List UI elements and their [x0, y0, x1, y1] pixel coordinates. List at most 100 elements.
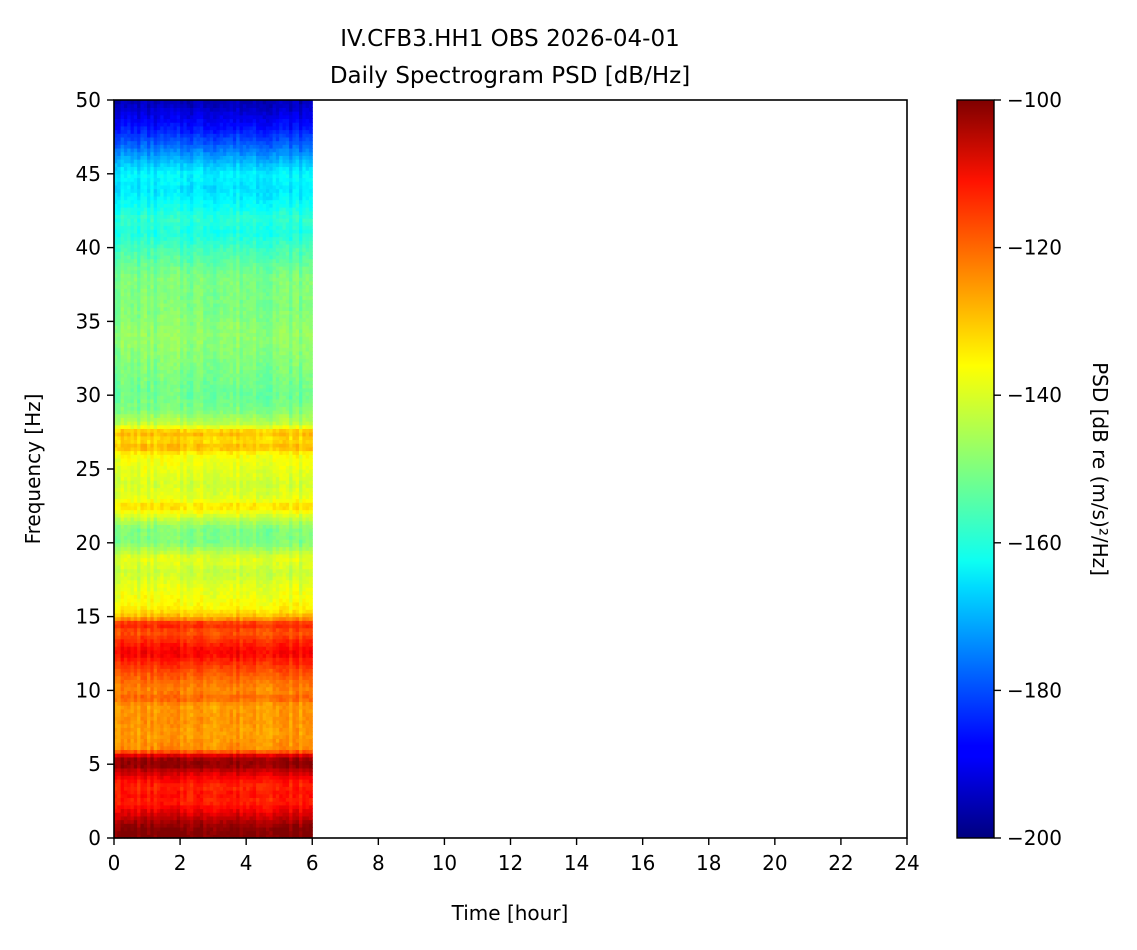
heatmap-cell — [166, 590, 171, 596]
heatmap-cell — [156, 469, 161, 474]
heatmap-cell — [166, 188, 171, 193]
heatmap-cell — [127, 207, 132, 212]
heatmap-cell — [120, 697, 125, 703]
heatmap-cell — [160, 291, 165, 297]
heatmap-cell — [127, 694, 132, 699]
heatmap-cell — [137, 701, 142, 706]
heatmap-cell — [117, 513, 122, 518]
heatmap-cell — [143, 428, 148, 433]
heatmap-cell — [170, 509, 175, 514]
heatmap-cell — [130, 620, 135, 625]
heatmap-cell — [173, 173, 178, 179]
heatmap-cell — [123, 302, 128, 308]
heatmap-cell — [130, 251, 135, 256]
heatmap-cell — [147, 125, 151, 131]
heatmap-cell — [140, 587, 145, 592]
heatmap-cell — [114, 114, 118, 120]
heatmap-cell — [140, 834, 145, 839]
heatmap-cell — [120, 605, 125, 610]
heatmap-cell — [173, 284, 178, 289]
heatmap-cell — [127, 505, 132, 511]
heatmap-cell — [183, 635, 188, 640]
heatmap-cell — [127, 635, 132, 640]
heatmap-cell — [173, 140, 178, 145]
heatmap-cell — [153, 627, 158, 632]
heatmap-cell — [163, 365, 168, 370]
heatmap-cell — [150, 114, 155, 120]
heatmap-cell — [147, 199, 151, 204]
heatmap-cell — [143, 727, 148, 732]
heatmap-cell — [143, 402, 148, 407]
heatmap-cell — [117, 664, 122, 669]
heatmap-cell — [133, 192, 138, 197]
heatmap-cell — [133, 535, 138, 540]
heatmap-cell — [120, 243, 125, 249]
heatmap-cell — [170, 354, 175, 359]
heatmap-cell — [170, 465, 175, 470]
heatmap-cell — [166, 579, 171, 584]
heatmap-cell — [180, 646, 184, 651]
heatmap-cell — [176, 373, 181, 378]
heatmap-cell — [123, 332, 128, 337]
heatmap-cell — [150, 232, 155, 238]
heatmap-cell — [163, 749, 168, 754]
heatmap-cell — [180, 170, 184, 175]
heatmap-cell — [127, 435, 132, 441]
heatmap-cell — [170, 339, 175, 345]
heatmap-cell — [143, 697, 148, 703]
heatmap-cell — [147, 207, 151, 212]
heatmap-cell — [166, 391, 171, 396]
heatmap-cell — [173, 631, 178, 636]
heatmap-cell — [127, 369, 132, 374]
heatmap-cell — [153, 251, 158, 256]
heatmap-cell — [123, 561, 128, 566]
heatmap-cell — [163, 491, 168, 496]
heatmap-cell — [147, 812, 151, 817]
heatmap-cell — [137, 125, 142, 131]
heatmap-cell — [120, 144, 125, 149]
heatmap-cell — [163, 742, 168, 747]
heatmap-cell — [143, 579, 148, 584]
heatmap-cell — [153, 598, 158, 603]
heatmap-cell — [147, 502, 151, 507]
heatmap-cell — [143, 306, 148, 311]
heatmap-cell — [156, 262, 161, 267]
heatmap-cell — [160, 516, 165, 522]
heatmap-cell — [137, 159, 142, 164]
heatmap-cell — [140, 631, 145, 636]
heatmap-cell — [127, 760, 132, 765]
spectrogram-heatmap — [114, 100, 313, 839]
heatmap-cell — [137, 664, 142, 669]
heatmap-cell — [156, 269, 161, 275]
heatmap-cell — [137, 793, 142, 799]
heatmap-cell — [153, 295, 158, 300]
heatmap-cell — [150, 716, 155, 721]
heatmap-cell — [133, 708, 138, 714]
heatmap-cell — [133, 579, 138, 584]
heatmap-cell — [180, 122, 184, 127]
heatmap-cell — [147, 369, 151, 374]
heatmap-cell — [170, 443, 175, 448]
heatmap-cell — [160, 361, 165, 367]
heatmap-cell — [147, 830, 151, 835]
heatmap-cell — [127, 480, 132, 485]
heatmap-cell — [166, 299, 171, 304]
heatmap-cell — [140, 583, 145, 588]
heatmap-cell — [160, 505, 165, 511]
heatmap-cell — [156, 450, 161, 455]
heatmap-cell — [160, 288, 165, 293]
heatmap-cell — [150, 498, 155, 503]
heatmap-cell — [153, 542, 158, 548]
heatmap-cell — [160, 325, 165, 330]
heatmap-cell — [120, 332, 125, 337]
heatmap-cell — [163, 424, 168, 430]
heatmap-cell — [160, 708, 165, 714]
heatmap-cell — [173, 520, 178, 525]
heatmap-cell — [140, 398, 145, 404]
heatmap-cell — [127, 155, 132, 160]
heatmap-cell — [133, 727, 138, 732]
heatmap-cell — [143, 646, 148, 651]
heatmap-cell — [120, 347, 125, 352]
heatmap-cell — [147, 742, 151, 747]
heatmap-cell — [143, 450, 148, 455]
